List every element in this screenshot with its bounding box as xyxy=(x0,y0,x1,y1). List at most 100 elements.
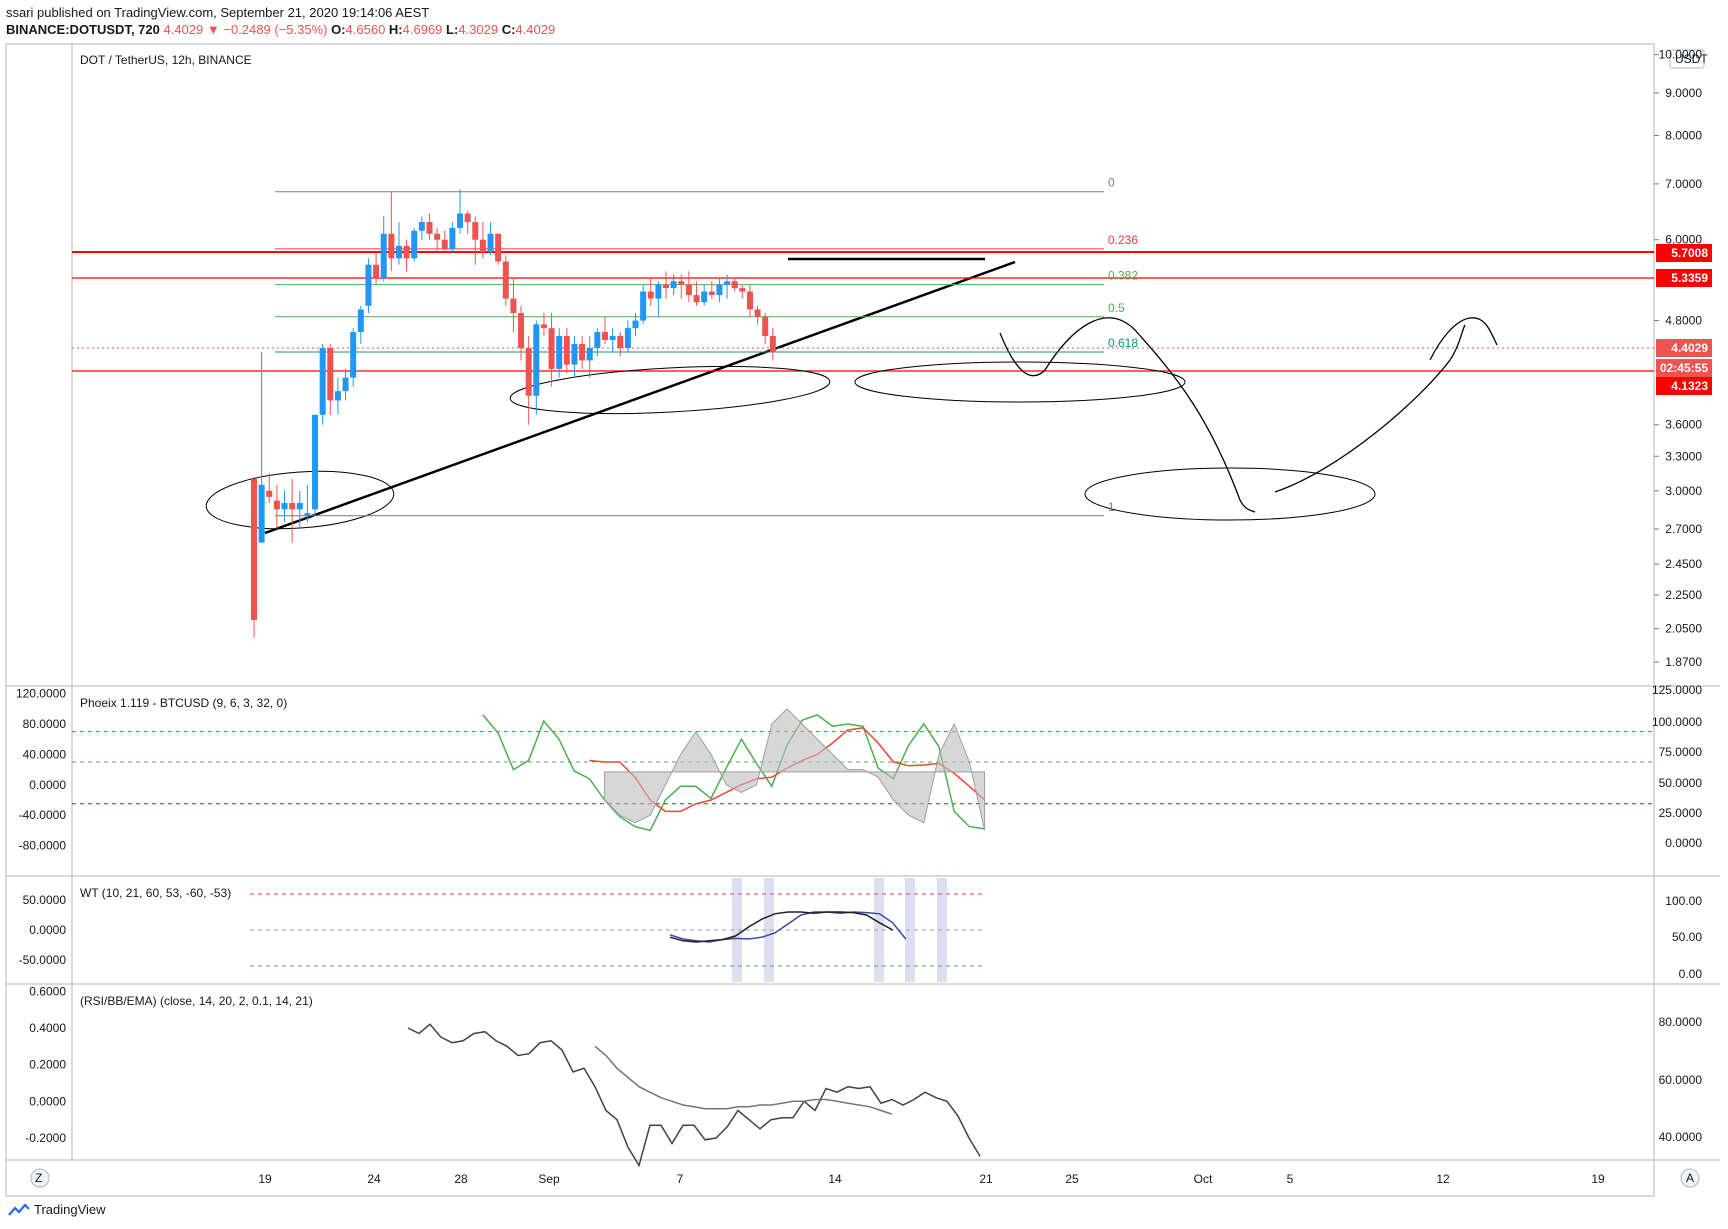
chart-header: ssari published on TradingView.com, Sept… xyxy=(6,4,555,38)
indicator-series-line xyxy=(594,1045,893,1115)
candle-body xyxy=(258,484,265,543)
ellipse-right xyxy=(854,361,1186,403)
rsi-pane-title: (RSI/BB/EMA) (close, 14, 20, 2, 0.1, 14,… xyxy=(80,994,313,1008)
publish-line: ssari published on TradingView.com, Sept… xyxy=(6,5,430,20)
indicator-series-line xyxy=(669,911,907,943)
close-value: 4.4029 xyxy=(515,22,556,37)
time-tick-label: Sep xyxy=(538,1172,560,1186)
right-tick-label: 50.00 xyxy=(1672,930,1702,944)
candle-body xyxy=(441,239,448,249)
zoom-button[interactable] xyxy=(30,1168,50,1188)
currency-label: USDT xyxy=(1675,52,1708,66)
candle-body xyxy=(716,284,723,296)
candle-body xyxy=(380,233,387,278)
left-tick-label: 0.0000 xyxy=(29,923,66,937)
left-tick-label: -50.0000 xyxy=(19,953,67,967)
candle-body xyxy=(388,233,395,259)
price-tick-label: 2.0500 xyxy=(1665,622,1702,636)
price-tick-label: 10.0000 xyxy=(1659,48,1703,62)
candle-body xyxy=(266,490,273,497)
candle-body xyxy=(457,213,464,228)
right-tick-label: 50.0000 xyxy=(1659,776,1703,790)
time-axis[interactable]: 19 24 28 Sep 7 14 21 25 Oct 5 12 19 xyxy=(258,1172,1605,1186)
candle-body xyxy=(334,391,341,401)
projection-path-down xyxy=(999,317,1256,513)
candle-body xyxy=(472,222,479,240)
candle-body xyxy=(594,332,601,348)
symbol-ohlc-line: BINANCE:DOTUSDT, 720 4.4029 ▼ −0.2489 (−… xyxy=(6,21,555,38)
candle-body xyxy=(357,309,364,333)
candle-body xyxy=(632,320,639,329)
candle-body xyxy=(663,284,670,289)
indicator-panes: 120.0000 80.0000 40.0000 0.0000 -40.0000 -80.… xyxy=(16,683,1703,1168)
candle-body xyxy=(273,500,280,510)
candle-body xyxy=(350,332,357,378)
right-tick-label: 125.0000 xyxy=(1652,683,1702,697)
price-tag xyxy=(1656,359,1712,377)
price-axis[interactable]: 10.0000 9.0000 8.0000 7.0000 6.0000 4.8000 3.6… xyxy=(1654,48,1702,669)
candle-body xyxy=(678,281,685,285)
candle-body xyxy=(502,261,509,299)
candle-body xyxy=(556,335,563,369)
price-tick-label: 4.8000 xyxy=(1665,314,1702,328)
ascending-trendline xyxy=(264,260,1016,535)
left-tick-label: 40.0000 xyxy=(23,747,67,761)
candle-body xyxy=(724,281,731,285)
auto-scale-label: A xyxy=(1686,1171,1694,1185)
fib-retracement[interactable]: 0 0.236 0.382 0.5 0.618 1 xyxy=(275,176,1138,517)
left-tick-label: 80.0000 xyxy=(23,717,67,731)
price-tag xyxy=(1656,269,1712,287)
time-tick-label: Oct xyxy=(1194,1172,1213,1186)
candle-body xyxy=(403,245,410,259)
auto-scale-button[interactable] xyxy=(1680,1168,1700,1188)
candle-body xyxy=(617,335,624,348)
candle-body xyxy=(304,513,311,516)
time-tick-label: 19 xyxy=(1591,1172,1605,1186)
down-arrow-icon: ▼ xyxy=(206,22,220,37)
right-tick-label: 0.00 xyxy=(1679,967,1703,981)
close-label: C: xyxy=(501,22,516,37)
main-pane-title: DOT / TetherUS, 12h, BINANCE xyxy=(80,53,252,67)
price-tick-label: 3.3000 xyxy=(1665,449,1702,463)
tradingview-logo-icon xyxy=(8,1202,30,1216)
left-tick-label: -80.0000 xyxy=(19,839,67,853)
candle-series xyxy=(251,189,776,638)
footer-brand: TradingView xyxy=(34,1202,106,1217)
right-tick-label: 100.0000 xyxy=(1652,715,1702,729)
candle-body xyxy=(655,284,662,299)
price-tick-label: 2.7000 xyxy=(1665,522,1702,536)
right-tick-label: 40.0000 xyxy=(1659,1130,1703,1144)
time-tick-label: 21 xyxy=(979,1172,993,1186)
candle-body xyxy=(693,295,700,303)
left-tick-label: 0.6000 xyxy=(29,984,66,998)
right-tick-label: 75.0000 xyxy=(1659,745,1703,759)
price-tag-label: 5.7008 xyxy=(1671,246,1708,260)
candle-body xyxy=(251,478,257,620)
candle-body xyxy=(640,291,647,321)
candle-body xyxy=(762,316,769,336)
ellipse-bottom xyxy=(1084,467,1376,521)
price-change: −0.2489 (−5.35%) xyxy=(223,22,328,37)
candle-body xyxy=(373,264,380,278)
fib-level-label: 0 xyxy=(1108,176,1115,190)
candle-body xyxy=(312,414,319,510)
candle-body xyxy=(479,239,486,253)
wt-pane-title: WT (10, 21, 60, 53, -60, -53) xyxy=(80,886,231,900)
fib-level-label: 0.382 xyxy=(1108,269,1138,283)
candle-body xyxy=(571,343,578,365)
candle-body xyxy=(731,281,738,289)
price-tick-label: 6.0000 xyxy=(1665,233,1702,247)
price-tag-label: 4.4029 xyxy=(1671,341,1708,355)
price-tick-label: 2.2500 xyxy=(1665,588,1702,602)
time-tick-label: 7 xyxy=(677,1172,684,1186)
price-tick-label: 2.4500 xyxy=(1665,557,1702,571)
candle-body xyxy=(296,503,303,510)
candle-body xyxy=(289,503,296,510)
price-tick-label: 7.0000 xyxy=(1665,177,1702,191)
price-tick-label: 3.6000 xyxy=(1665,418,1702,432)
candle-body xyxy=(746,291,753,310)
candle-body xyxy=(670,281,677,289)
candle-body xyxy=(426,222,433,234)
price-tags: 5.7008 5.3359 4.4029 02:45:55 4.1323 xyxy=(1656,244,1712,395)
